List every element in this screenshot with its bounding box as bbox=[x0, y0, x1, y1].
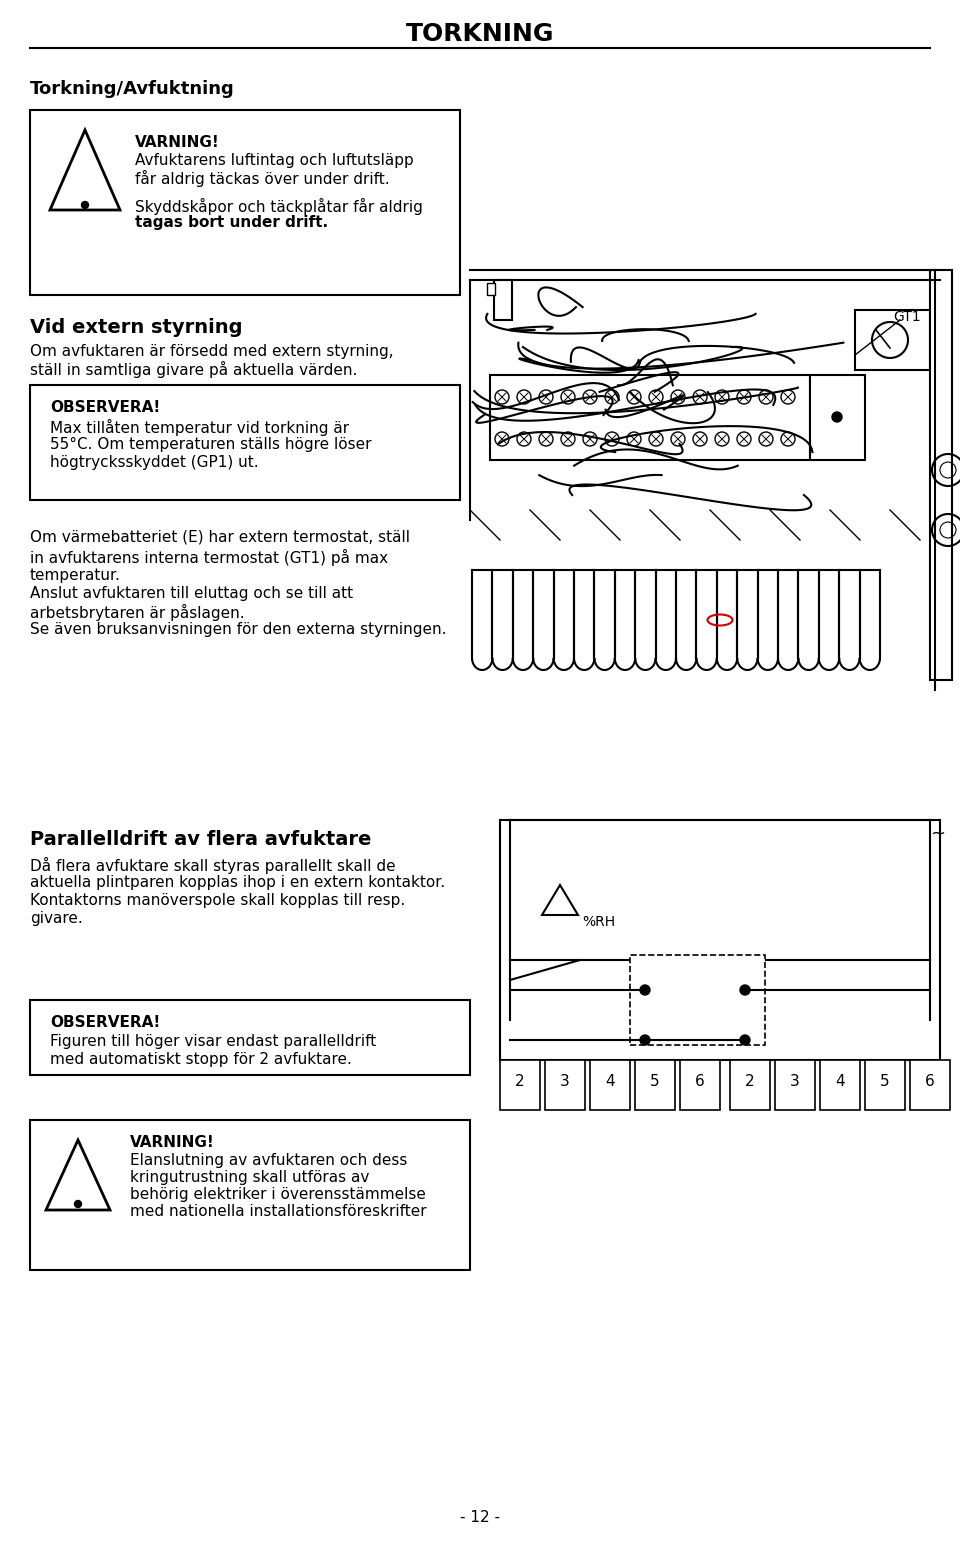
Text: Vid extern styrning: Vid extern styrning bbox=[30, 318, 243, 337]
Text: ~: ~ bbox=[930, 824, 945, 843]
Polygon shape bbox=[50, 130, 120, 210]
Circle shape bbox=[640, 985, 650, 994]
Bar bbox=[775, 1061, 815, 1110]
Text: Elanslutning av avfuktaren och dess: Elanslutning av avfuktaren och dess bbox=[130, 1153, 407, 1167]
Text: Anslut avfuktaren till eluttag och se till att: Anslut avfuktaren till eluttag och se ti… bbox=[30, 587, 353, 601]
Bar bbox=[820, 1061, 860, 1110]
Text: arbetsbrytaren är påslagen.: arbetsbrytaren är påslagen. bbox=[30, 604, 245, 621]
Bar bbox=[910, 1061, 950, 1110]
Text: 5: 5 bbox=[650, 1075, 660, 1089]
Text: 3: 3 bbox=[560, 1075, 570, 1089]
Text: 4: 4 bbox=[835, 1075, 845, 1089]
Bar bbox=[680, 1061, 720, 1110]
Text: tagas bort under drift.: tagas bort under drift. bbox=[135, 215, 328, 230]
Bar bbox=[30, 1119, 470, 1271]
Text: Parallelldrift av flera avfuktare: Parallelldrift av flera avfuktare bbox=[30, 831, 372, 849]
Text: Avfuktarens luftintag och luftutsläpp: Avfuktarens luftintag och luftutsläpp bbox=[135, 153, 414, 168]
Bar bbox=[630, 956, 765, 1045]
Text: med nationella installationsföreskrifter: med nationella installationsföreskrifter bbox=[130, 1204, 426, 1220]
Text: - 12 -: - 12 - bbox=[460, 1510, 500, 1525]
Circle shape bbox=[75, 1201, 82, 1207]
Bar bbox=[635, 1061, 675, 1110]
Text: med automatiskt stopp för 2 avfuktare.: med automatiskt stopp för 2 avfuktare. bbox=[50, 1051, 352, 1067]
Bar bbox=[500, 1061, 540, 1110]
Text: Om värmebatteriet (E) har extern termostat, ställ: Om värmebatteriet (E) har extern termost… bbox=[30, 530, 410, 545]
Text: in avfuktarens interna termostat (GT1) på max: in avfuktarens interna termostat (GT1) p… bbox=[30, 550, 388, 567]
Circle shape bbox=[640, 1034, 650, 1045]
Circle shape bbox=[832, 412, 842, 422]
Text: OBSERVERA!: OBSERVERA! bbox=[50, 1014, 160, 1030]
Bar bbox=[645, 970, 745, 1014]
Bar bbox=[855, 310, 930, 371]
Text: 6: 6 bbox=[925, 1075, 935, 1089]
Bar bbox=[865, 1061, 905, 1110]
Text: givare.: givare. bbox=[30, 911, 83, 926]
Text: !: ! bbox=[72, 1163, 84, 1190]
Text: behörig elektriker i överensstämmelse: behörig elektriker i överensstämmelse bbox=[130, 1187, 426, 1201]
Bar bbox=[30, 110, 460, 295]
Text: Då flera avfuktare skall styras parallellt skall de: Då flera avfuktare skall styras parallel… bbox=[30, 857, 396, 874]
Text: Kontaktorns manöverspole skall kopplas till resp.: Kontaktorns manöverspole skall kopplas t… bbox=[30, 892, 405, 908]
Text: ställ in samtliga givare på aktuella värden.: ställ in samtliga givare på aktuella vär… bbox=[30, 361, 357, 378]
Circle shape bbox=[740, 1034, 750, 1045]
Text: 4: 4 bbox=[605, 1075, 614, 1089]
Text: aktuella plintparen kopplas ihop i en extern kontaktor.: aktuella plintparen kopplas ihop i en ex… bbox=[30, 875, 445, 889]
Text: Figuren till höger visar endast parallelldrift: Figuren till höger visar endast parallel… bbox=[50, 1034, 376, 1048]
Polygon shape bbox=[46, 1139, 110, 1210]
Text: VARNING!: VARNING! bbox=[135, 134, 220, 150]
Text: OBSERVERA!: OBSERVERA! bbox=[50, 400, 160, 415]
Text: högtrycksskyddet (GP1) ut.: högtrycksskyddet (GP1) ut. bbox=[50, 455, 258, 469]
Text: får aldrig täckas över under drift.: får aldrig täckas över under drift. bbox=[135, 170, 390, 187]
Bar bbox=[30, 384, 460, 500]
Circle shape bbox=[740, 985, 750, 994]
Bar bbox=[30, 1001, 470, 1075]
Text: temperatur.: temperatur. bbox=[30, 568, 121, 584]
Bar bbox=[487, 283, 495, 295]
Text: 3: 3 bbox=[790, 1075, 800, 1089]
Text: 2: 2 bbox=[745, 1075, 755, 1089]
Text: TORKNING: TORKNING bbox=[406, 22, 554, 46]
Bar bbox=[500, 820, 940, 1061]
Bar bbox=[810, 375, 865, 460]
Bar bbox=[930, 270, 952, 679]
Bar bbox=[490, 375, 810, 460]
Text: !: ! bbox=[78, 157, 92, 187]
Text: 6: 6 bbox=[695, 1075, 705, 1089]
Text: Skyddskåpor och täckplåtar får aldrig: Skyddskåpor och täckplåtar får aldrig bbox=[135, 198, 422, 215]
Text: VARNING!: VARNING! bbox=[130, 1135, 215, 1150]
Bar bbox=[494, 279, 512, 320]
Text: 2: 2 bbox=[516, 1075, 525, 1089]
Circle shape bbox=[82, 202, 88, 208]
Text: Max tillåten temperatur vid torkning är: Max tillåten temperatur vid torkning är bbox=[50, 418, 349, 435]
Text: Om avfuktaren är försedd med extern styrning,: Om avfuktaren är försedd med extern styr… bbox=[30, 344, 394, 360]
Text: 5: 5 bbox=[880, 1075, 890, 1089]
Text: 55°C. Om temperaturen ställs högre löser: 55°C. Om temperaturen ställs högre löser bbox=[50, 437, 372, 452]
Bar bbox=[545, 1061, 585, 1110]
Bar bbox=[730, 1061, 770, 1110]
Text: GT1: GT1 bbox=[893, 310, 921, 324]
Text: %RH: %RH bbox=[582, 916, 615, 929]
Text: Se även bruksanvisningen för den externa styrningen.: Se även bruksanvisningen för den externa… bbox=[30, 622, 446, 638]
Text: kringutrustning skall utföras av: kringutrustning skall utföras av bbox=[130, 1170, 370, 1184]
Bar bbox=[590, 1061, 630, 1110]
Text: Torkning/Avfuktning: Torkning/Avfuktning bbox=[30, 80, 235, 97]
